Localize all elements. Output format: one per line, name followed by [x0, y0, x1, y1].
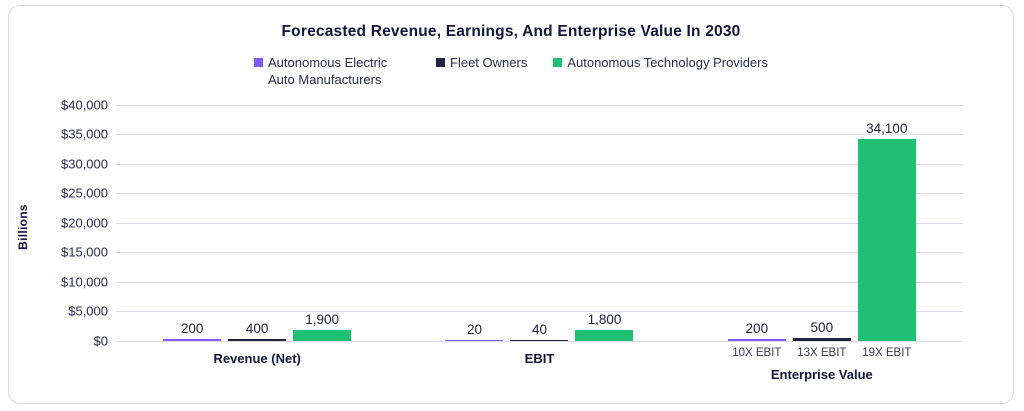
bar — [228, 338, 287, 341]
bar — [445, 340, 504, 341]
gridline — [116, 104, 963, 106]
gridline — [116, 341, 963, 342]
y-tick-label: $30,000 — [61, 156, 108, 172]
bar — [510, 340, 569, 341]
bar — [792, 338, 851, 341]
bar-value-label: 200 — [745, 320, 769, 336]
bar-value-label: 20 — [466, 322, 482, 338]
y-tick-label: $0 — [93, 333, 108, 349]
bar-value-label: 40 — [531, 322, 547, 338]
bar-column: 20 — [445, 105, 504, 341]
legend-swatch-icon — [553, 58, 563, 67]
legend-label: Autonomous Electric Auto Manufacturers — [268, 55, 388, 87]
y-tick-label: $20,000 — [61, 215, 108, 231]
gridline — [116, 193, 963, 195]
category-label: Revenue (Net) — [213, 351, 301, 366]
bar-column: 200 — [727, 105, 786, 341]
chart-title: Forecasted Revenue, Earnings, And Enterp… — [281, 23, 741, 40]
legend-swatch-icon — [436, 58, 446, 67]
legend-item: Fleet Owners — [436, 55, 527, 72]
legend-swatch-icon — [254, 58, 264, 67]
bar-sublabel: 19X EBIT — [862, 347, 912, 359]
bar-value-label: 200 — [180, 320, 204, 336]
bar-column: 34,100 — [857, 105, 916, 341]
y-tick-label: $10,000 — [61, 274, 108, 290]
y-tick-label: $35,000 — [61, 126, 108, 142]
bar — [727, 338, 786, 341]
legend-item: Autonomous Technology Providers — [553, 55, 768, 72]
bar-sublabel: 10X EBIT — [732, 347, 782, 359]
bar-group: 200 500 34,100 — [681, 105, 963, 341]
bar-value-label: 34,100 — [866, 121, 908, 137]
chart-card: Forecasted Revenue, Earnings, And Enterp… — [8, 5, 1014, 404]
bar — [293, 329, 352, 341]
category-label: EBIT — [524, 351, 555, 366]
bar-column: 200 — [163, 105, 222, 341]
y-tick-label: $40,000 — [61, 97, 108, 112]
bar-sublabel: 13X EBIT — [797, 347, 847, 359]
bar-value-label: 500 — [810, 320, 834, 336]
gridline — [116, 134, 963, 136]
bar-value-label: 400 — [245, 320, 269, 336]
legend-label: Autonomous Technology Providers — [567, 55, 768, 70]
gridline — [116, 252, 963, 254]
legend-label: Fleet Owners — [450, 55, 528, 70]
bar — [163, 338, 222, 341]
gridline — [116, 281, 963, 283]
bar-column: 500 — [792, 105, 851, 341]
bar-column: 1,800 — [575, 105, 634, 341]
chart-legend: Autonomous Electric Auto Manufacturers Fl… — [9, 55, 1013, 89]
bar-column: 40 — [510, 105, 569, 341]
bar — [575, 330, 634, 341]
bar-column: 1,900 — [293, 105, 352, 341]
y-tick-label: $25,000 — [61, 185, 108, 201]
gridline — [116, 311, 963, 313]
legend-item: Autonomous Electric Auto Manufacturers — [254, 55, 410, 89]
category-label: Enterprise Value — [770, 367, 873, 382]
bar-group: 20 40 1,800 — [398, 105, 680, 341]
bar-column: 400 — [228, 105, 287, 341]
gridline — [116, 222, 963, 224]
y-axis-title: Billions — [16, 204, 30, 250]
bar-value-label: 1,900 — [305, 311, 340, 327]
gridline — [116, 163, 963, 165]
y-tick-label: $5,000 — [68, 303, 108, 319]
bar-value-label: 1,800 — [587, 312, 622, 328]
bar-sublabel-row: 10X EBIT 13X EBIT 19X EBIT — [681, 347, 963, 359]
bar — [857, 139, 916, 341]
y-tick-label: $15,000 — [61, 244, 108, 260]
bar-group: 200 400 1,900 — [116, 105, 398, 341]
